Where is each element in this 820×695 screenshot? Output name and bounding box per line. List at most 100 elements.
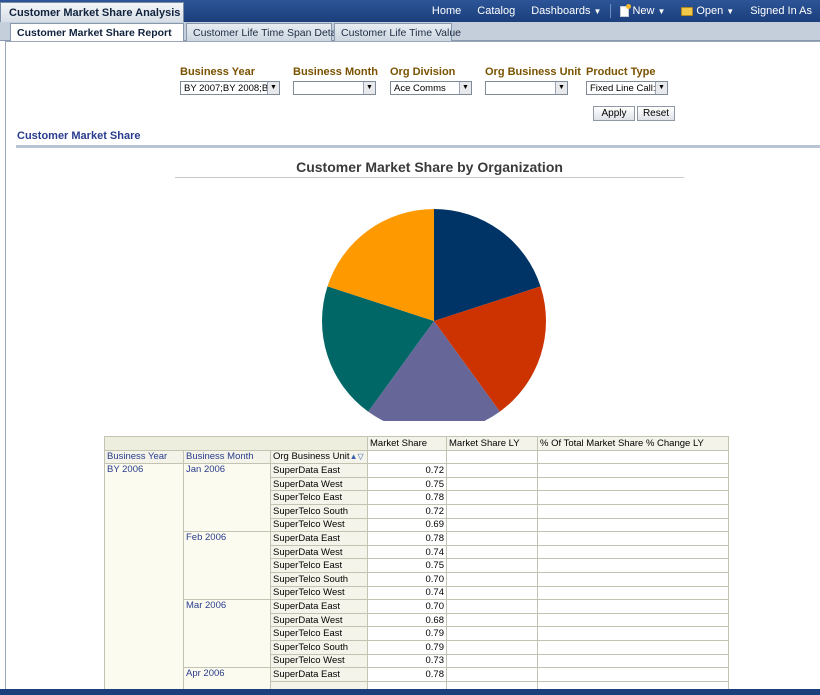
org-business-unit-cell[interactable]: SuperData East — [270, 667, 368, 682]
org-business-unit-cell[interactable]: SuperTelco South — [270, 503, 368, 519]
market-share-cell: 0.79 — [367, 639, 447, 655]
nav-dashboards-label: Dashboards — [531, 5, 591, 17]
table-row: SuperTelco West 0.69 — [105, 517, 729, 533]
tab-customer-life-time-value[interactable]: Customer Life Time Value — [334, 23, 461, 41]
header-business-year[interactable]: Business Year — [104, 449, 184, 465]
pie-chart-area — [300, 195, 570, 421]
table-subheader-row: Business Year Business Month Org Busines… — [104, 449, 729, 465]
table-row: SuperData West 0.68 — [105, 612, 729, 628]
pct-change-cell — [537, 490, 729, 505]
section-divider — [16, 145, 820, 148]
reset-button[interactable]: Reset — [637, 106, 675, 121]
org-business-unit-cell[interactable]: SuperTelco East — [270, 626, 368, 641]
market-share-ly-cell — [446, 571, 538, 587]
business-year-cell[interactable]: BY 2006 — [104, 463, 184, 695]
signed-in-label: Signed In As — [750, 5, 812, 17]
signed-in-as-menu[interactable]: Signed In As — [742, 5, 820, 17]
header-business-month[interactable]: Business Month — [183, 449, 271, 465]
dropdown-arrow-icon: ▼ — [459, 82, 471, 94]
nav-new-menu[interactable]: New ▼ — [612, 3, 673, 17]
org-division-select[interactable]: Ace Comms ▼ — [390, 81, 472, 95]
section-title: Customer Market Share — [17, 130, 141, 142]
folder-icon — [681, 6, 694, 16]
market-share-ly-cell — [446, 531, 538, 546]
market-share-ly-cell — [446, 463, 538, 478]
header-org-business-unit[interactable]: Org Business Unit▲▽ — [270, 449, 368, 465]
business-month-cell[interactable]: Mar 2006 — [183, 599, 271, 669]
pct-change-cell — [537, 476, 729, 492]
pct-change-cell — [537, 585, 729, 601]
market-share-ly-cell — [446, 653, 538, 669]
org-business-unit-cell[interactable]: SuperData East — [270, 599, 368, 614]
header-market-share: Market Share — [367, 436, 447, 451]
prompt-org-business-unit: Org Business Unit ▼ — [485, 66, 581, 95]
market-share-ly-cell — [446, 476, 538, 492]
org-business-unit-cell[interactable]: SuperTelco West — [270, 517, 368, 533]
market-share-cell: 0.78 — [367, 490, 447, 505]
prompt-label: Business Month — [293, 66, 378, 78]
market-share-cell: 0.70 — [367, 599, 447, 614]
market-share-cell: 0.75 — [367, 558, 447, 573]
nav-open-menu[interactable]: Open ▼ — [673, 5, 742, 17]
apply-button[interactable]: Apply — [593, 106, 635, 121]
market-share-ly-cell — [446, 490, 538, 505]
market-share-ly-cell — [446, 599, 538, 614]
business-month-cell[interactable]: Feb 2006 — [183, 531, 271, 601]
org-business-unit-cell[interactable]: SuperData West — [270, 476, 368, 492]
sort-icon[interactable]: ▲▽ — [349, 452, 364, 462]
nav-home-link[interactable]: Home — [424, 5, 469, 17]
app-title: Customer Market Share Analysis — [0, 2, 184, 22]
pie-slice-4[interactable] — [322, 286, 434, 412]
header-market-share-ly: Market Share LY — [446, 436, 538, 451]
business-month-cell[interactable]: Jan 2006 — [183, 463, 271, 533]
market-share-cell: 0.75 — [367, 476, 447, 492]
market-share-ly-cell — [446, 585, 538, 601]
tab-strip: Customer Market Share Report Customer Li… — [0, 22, 820, 42]
org-business-unit-cell[interactable]: SuperTelco South — [270, 639, 368, 655]
pct-change-cell — [537, 544, 729, 560]
market-share-ly-cell — [446, 612, 538, 628]
header-org-business-unit-label: Org Business Unit — [273, 451, 350, 463]
market-share-table: Market Share Market Share LY % Of Total … — [104, 436, 729, 695]
business-year-select[interactable]: BY 2007;BY 2008;B ▼ — [180, 81, 280, 95]
market-share-ly-cell — [446, 667, 538, 682]
header-cell-blank — [537, 449, 729, 465]
pie-slice-3[interactable] — [368, 321, 500, 421]
tab-customer-life-time-span-detail[interactable]: Customer Life Time Span Detail — [186, 23, 341, 41]
org-business-unit-cell[interactable]: SuperTelco West — [270, 653, 368, 669]
org-business-unit-cell[interactable]: SuperData West — [270, 612, 368, 628]
org-business-unit-cell[interactable]: SuperData West — [270, 544, 368, 560]
nav-new-label: New — [632, 5, 655, 17]
pie-slice-1[interactable] — [434, 209, 541, 321]
pct-change-cell — [537, 463, 729, 478]
org-business-unit-cell[interactable]: SuperData East — [270, 463, 368, 478]
market-share-cell: 0.74 — [367, 544, 447, 560]
org-business-unit-cell[interactable]: SuperTelco East — [270, 558, 368, 573]
nav-catalog-label: Catalog — [477, 5, 516, 17]
nav-home-label: Home — [431, 5, 462, 17]
product-type-select[interactable]: Fixed Line Call:f ▼ — [586, 81, 668, 95]
market-share-cell: 0.70 — [367, 571, 447, 587]
select-value: BY 2007;BY 2008;B — [184, 83, 269, 94]
new-document-icon — [620, 3, 632, 17]
market-share-cell: 0.74 — [367, 585, 447, 601]
tab-customer-market-share-report[interactable]: Customer Market Share Report — [10, 23, 184, 42]
nav-catalog-link[interactable]: Catalog — [469, 5, 523, 17]
pie-chart — [322, 209, 546, 421]
select-value: Ace Comms — [394, 83, 446, 94]
org-business-unit-cell[interactable]: SuperTelco East — [270, 490, 368, 505]
org-business-unit-select[interactable]: ▼ — [485, 81, 568, 95]
chart-title: Customer Market Share by Organization — [296, 159, 563, 175]
chevron-down-icon: ▼ — [726, 6, 735, 16]
header-spacer — [104, 436, 368, 451]
business-month-select[interactable]: ▼ — [293, 81, 376, 95]
pie-slice-5[interactable] — [327, 209, 434, 321]
table-header-row: Market Share Market Share LY % Of Total … — [104, 436, 729, 451]
prompt-product-type: Product Type Fixed Line Call:f ▼ — [586, 66, 668, 95]
org-business-unit-cell[interactable]: SuperData East — [270, 531, 368, 546]
pie-slice-2[interactable] — [434, 286, 546, 412]
org-business-unit-cell[interactable]: SuperTelco West — [270, 585, 368, 601]
nav-dashboards-menu[interactable]: Dashboards ▼ — [523, 5, 609, 17]
dropdown-arrow-icon: ▼ — [555, 82, 567, 94]
org-business-unit-cell[interactable]: SuperTelco South — [270, 571, 368, 587]
